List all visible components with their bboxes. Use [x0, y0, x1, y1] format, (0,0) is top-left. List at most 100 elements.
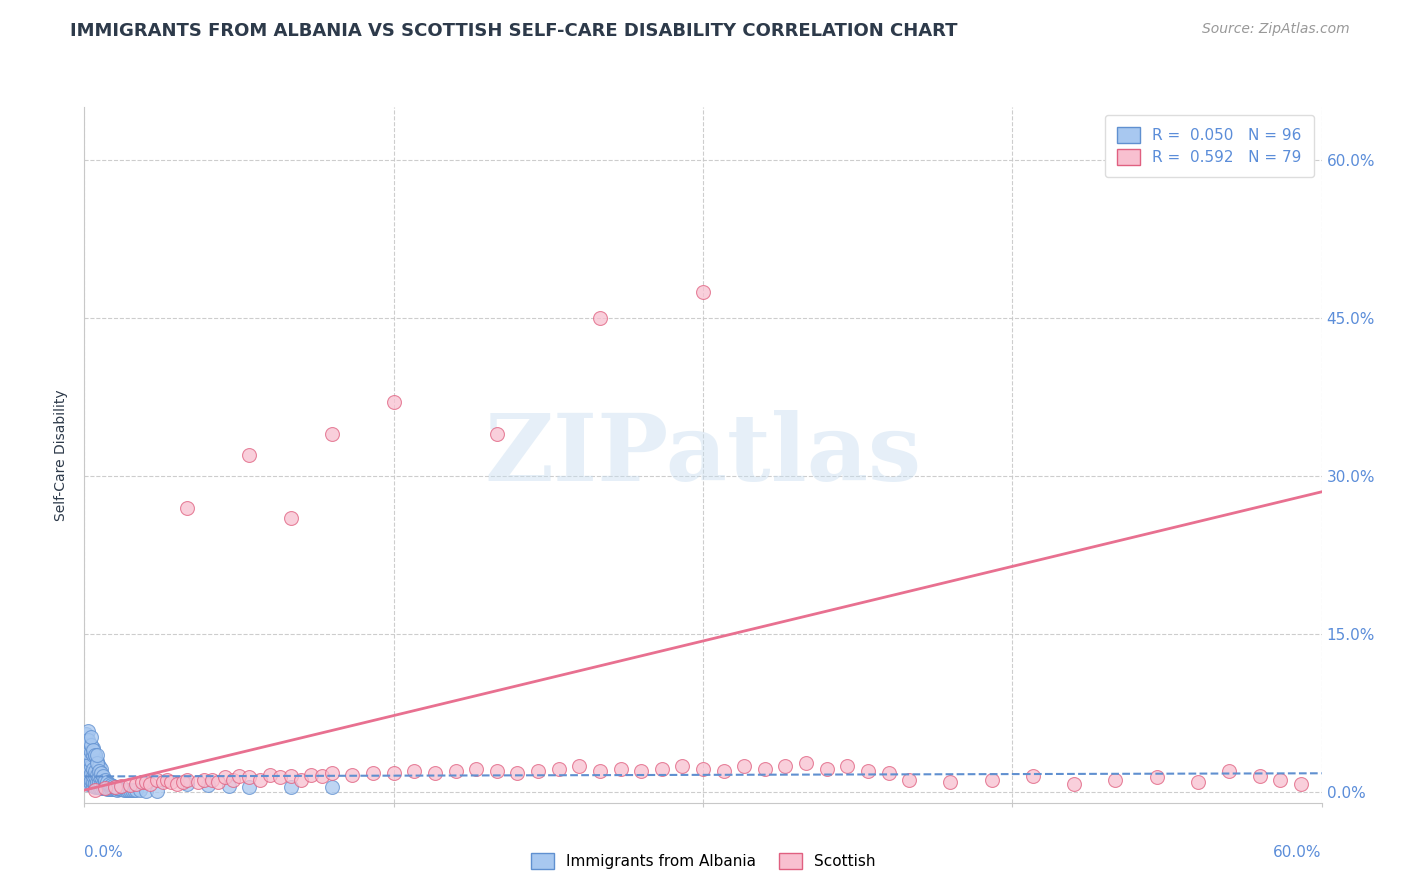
Point: [79, 731, 101, 745]
Point: [94, 780, 117, 795]
Point: [100, 782, 122, 797]
Point: [87, 769, 110, 783]
Point: [77, 759, 100, 773]
Point: [82, 748, 104, 763]
Point: [692, 762, 714, 776]
Point: [79, 738, 101, 752]
Point: [290, 772, 312, 787]
Point: [207, 774, 229, 789]
Point: [91, 769, 114, 783]
Point: [104, 780, 127, 794]
Point: [94, 772, 117, 787]
Point: [129, 783, 152, 797]
Point: [94, 772, 117, 787]
Point: [269, 771, 291, 785]
Point: [815, 762, 838, 776]
Point: [100, 780, 122, 794]
Point: [117, 783, 139, 797]
Y-axis label: Self-Care Disability: Self-Care Disability: [55, 389, 69, 521]
Point: [1063, 777, 1085, 791]
Text: IMMIGRANTS FROM ALBANIA VS SCOTTISH SELF-CARE DISABILITY CORRELATION CHART: IMMIGRANTS FROM ALBANIA VS SCOTTISH SELF…: [70, 22, 957, 40]
Point: [280, 769, 302, 783]
Point: [485, 426, 508, 441]
Point: [1270, 772, 1292, 787]
Point: [877, 766, 900, 780]
Point: [96, 782, 118, 797]
Point: [94, 780, 117, 795]
Point: [118, 778, 141, 792]
Point: [898, 772, 921, 787]
Point: [87, 780, 110, 794]
Point: [82, 769, 104, 783]
Point: [105, 780, 128, 795]
Point: [100, 778, 122, 792]
Point: [77, 766, 100, 780]
Point: [1249, 769, 1271, 783]
Point: [321, 766, 343, 780]
Point: [82, 762, 104, 776]
Point: [176, 500, 198, 515]
Point: [527, 764, 550, 779]
Point: [280, 780, 302, 794]
Point: [713, 764, 735, 779]
Point: [77, 732, 100, 747]
Point: [321, 426, 343, 441]
Point: [87, 764, 110, 779]
Point: [75, 748, 97, 763]
Point: [939, 774, 962, 789]
Point: [83, 748, 105, 763]
Point: [145, 784, 167, 798]
Point: [77, 777, 100, 791]
Point: [299, 768, 322, 782]
Point: [104, 780, 127, 794]
Point: [86, 768, 108, 782]
Point: [83, 769, 105, 783]
Point: [91, 780, 114, 795]
Point: [609, 762, 631, 776]
Point: [382, 766, 405, 780]
Point: [86, 754, 108, 768]
Point: [444, 764, 467, 779]
Point: [131, 774, 153, 789]
Point: [166, 777, 188, 791]
Point: [125, 777, 148, 791]
Point: [103, 782, 125, 797]
Point: [77, 772, 100, 787]
Point: [83, 748, 105, 763]
Point: [176, 772, 198, 787]
Point: [125, 783, 148, 797]
Point: [75, 759, 97, 773]
Point: [238, 448, 260, 462]
Point: [187, 774, 209, 789]
Point: [90, 762, 112, 776]
Point: [75, 745, 97, 759]
Point: [122, 783, 145, 797]
Point: [382, 395, 405, 409]
Point: [568, 759, 591, 773]
Point: [692, 285, 714, 299]
Point: [404, 764, 426, 779]
Point: [82, 774, 104, 789]
Point: [104, 780, 127, 794]
Point: [135, 774, 157, 789]
Point: [214, 771, 236, 785]
Point: [1289, 777, 1312, 791]
Point: [651, 762, 673, 776]
Point: [228, 769, 250, 783]
Point: [79, 772, 101, 787]
Text: 60.0%: 60.0%: [1274, 845, 1322, 860]
Point: [87, 759, 110, 773]
Legend: R =  0.050   N = 96, R =  0.592   N = 79: R = 0.050 N = 96, R = 0.592 N = 79: [1105, 115, 1315, 178]
Point: [160, 774, 183, 789]
Point: [733, 759, 755, 773]
Point: [77, 741, 100, 756]
Point: [82, 743, 104, 757]
Point: [139, 777, 162, 791]
Point: [238, 771, 260, 785]
Point: [75, 774, 97, 789]
Point: [104, 782, 127, 797]
Point: [1104, 772, 1126, 787]
Point: [589, 310, 612, 325]
Text: 0.0%: 0.0%: [84, 845, 124, 860]
Point: [671, 759, 693, 773]
